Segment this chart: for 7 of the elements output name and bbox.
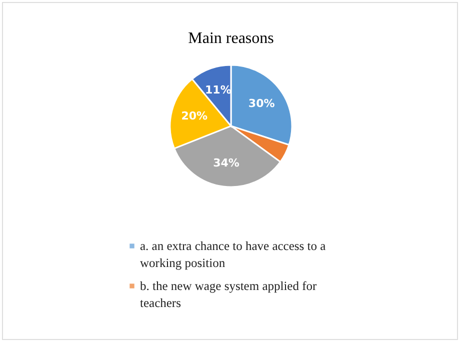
data-label: 34% — [213, 156, 240, 170]
legend-label: a. an extra chance to have access to a working position — [140, 239, 326, 270]
data-label: 11% — [205, 83, 232, 96]
chart-title: Main reasons — [188, 30, 274, 47]
data-label: 30% — [248, 96, 275, 110]
data-label: 20% — [181, 110, 208, 123]
legend-label: b. the new wage system applied for teachers — [140, 279, 318, 310]
